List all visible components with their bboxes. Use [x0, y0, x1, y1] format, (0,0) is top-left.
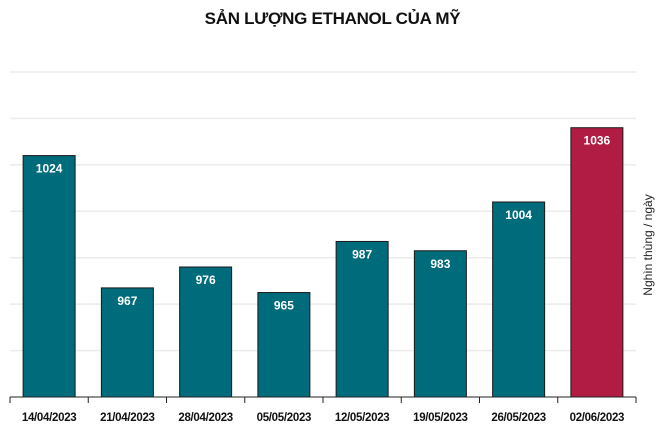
bar — [179, 266, 233, 398]
x-tick-label: 14/04/2023 — [22, 412, 77, 424]
data-label: 1004 — [505, 208, 532, 222]
bar — [100, 287, 154, 398]
bar — [413, 250, 467, 398]
bar — [570, 127, 624, 398]
data-label: 1024 — [36, 162, 63, 176]
bar — [492, 201, 546, 398]
data-label: 976 — [196, 273, 216, 287]
x-tick-label: 21/04/2023 — [100, 412, 155, 424]
x-tick-label: 12/05/2023 — [335, 412, 390, 424]
x-tick-label: 02/06/2023 — [570, 412, 625, 424]
x-tick-label: 19/05/2023 — [413, 412, 468, 424]
data-label: 965 — [274, 299, 294, 313]
x-tick-label: 28/04/2023 — [178, 412, 233, 424]
data-label: 1036 — [584, 134, 611, 148]
x-tick-label: 26/05/2023 — [491, 412, 546, 424]
x-tick-label: 05/05/2023 — [257, 412, 312, 424]
data-label: 967 — [117, 294, 137, 308]
bar — [335, 240, 389, 398]
data-label: 983 — [430, 257, 450, 271]
chart-title: SẢN LƯỢNG ETHANOL CỦA MỸ — [204, 9, 461, 28]
data-label: 987 — [352, 247, 372, 261]
bar — [22, 155, 76, 398]
